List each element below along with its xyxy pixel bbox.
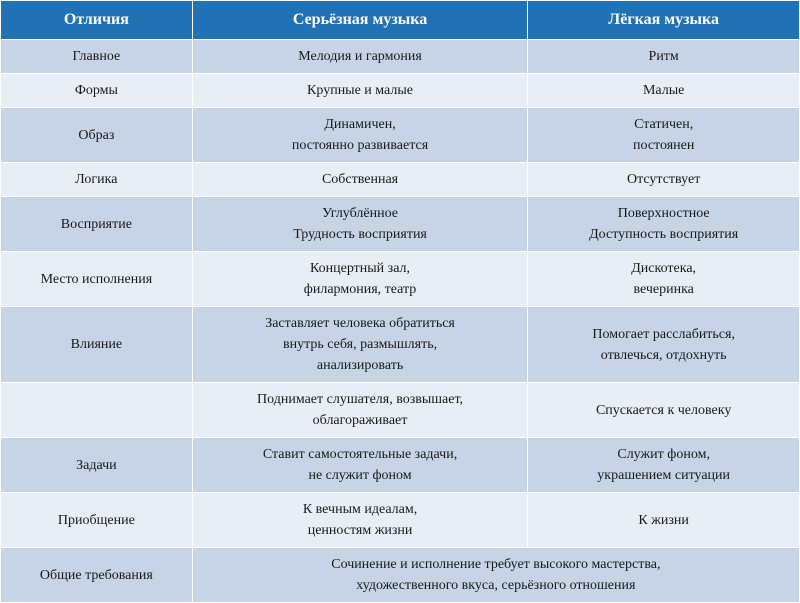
header-col-1: Отличия	[1, 1, 193, 40]
row-label: Место исполнения	[1, 252, 193, 307]
table-row: ВлияниеЗаставляет человека обратитьсявну…	[1, 307, 800, 383]
row-serious-value: Собственная	[192, 163, 528, 197]
row-light-value: Статичен,постоянен	[528, 108, 800, 163]
row-label: Логика	[1, 163, 193, 197]
row-serious-value: Динамичен,постоянно развивается	[192, 108, 528, 163]
table-row: ПриобщениеК вечным идеалам,ценностям жиз…	[1, 493, 800, 548]
row-merged-value: Сочинение и исполнение требует высокого …	[192, 548, 799, 603]
row-light-value: Спускается к человеку	[528, 383, 800, 438]
row-label: Формы	[1, 74, 193, 108]
row-light-value: Ритм	[528, 40, 800, 74]
row-serious-value: К вечным идеалам,ценностям жизни	[192, 493, 528, 548]
row-label: Влияние	[1, 307, 193, 383]
row-light-value: Помогает расслабиться,отвлечься, отдохну…	[528, 307, 800, 383]
header-col-2: Серьёзная музыка	[192, 1, 528, 40]
table-row: ГлавноеМелодия и гармонияРитм	[1, 40, 800, 74]
table-row: ВосприятиеУглублённоеТрудность восприяти…	[1, 197, 800, 252]
row-serious-value: Концертный зал,филармония, театр	[192, 252, 528, 307]
table-row: Общие требованияСочинение и исполнение т…	[1, 548, 800, 603]
row-light-value: Служит фоном,украшением ситуации	[528, 438, 800, 493]
table-header-row: Отличия Серьёзная музыка Лёгкая музыка	[1, 1, 800, 40]
row-serious-value: Поднимает слушателя, возвышает,облагораж…	[192, 383, 528, 438]
row-label: Главное	[1, 40, 193, 74]
table-row: Место исполненияКонцертный зал,филармони…	[1, 252, 800, 307]
row-light-value: К жизни	[528, 493, 800, 548]
row-serious-value: Ставит самостоятельные задачи,не служит …	[192, 438, 528, 493]
row-serious-value: УглублённоеТрудность восприятия	[192, 197, 528, 252]
row-serious-value: Крупные и малые	[192, 74, 528, 108]
table-row: Поднимает слушателя, возвышает,облагораж…	[1, 383, 800, 438]
row-label	[1, 383, 193, 438]
comparison-table: Отличия Серьёзная музыка Лёгкая музыка Г…	[0, 0, 800, 603]
row-label: Образ	[1, 108, 193, 163]
row-label: Восприятие	[1, 197, 193, 252]
row-light-value: Отсутствует	[528, 163, 800, 197]
row-light-value: ПоверхностноеДоступность восприятия	[528, 197, 800, 252]
row-label: Общие требования	[1, 548, 193, 603]
row-serious-value: Заставляет человека обратитьсявнутрь себ…	[192, 307, 528, 383]
row-label: Задачи	[1, 438, 193, 493]
table-body: ГлавноеМелодия и гармонияРитмФормыКрупны…	[1, 40, 800, 603]
table-row: ФормыКрупные и малыеМалые	[1, 74, 800, 108]
row-light-value: Малые	[528, 74, 800, 108]
table-row: ЗадачиСтавит самостоятельные задачи,не с…	[1, 438, 800, 493]
row-label: Приобщение	[1, 493, 193, 548]
header-col-3: Лёгкая музыка	[528, 1, 800, 40]
row-light-value: Дискотека,вечеринка	[528, 252, 800, 307]
table-row: ОбразДинамичен,постоянно развиваетсяСтат…	[1, 108, 800, 163]
row-serious-value: Мелодия и гармония	[192, 40, 528, 74]
table-row: ЛогикаСобственнаяОтсутствует	[1, 163, 800, 197]
